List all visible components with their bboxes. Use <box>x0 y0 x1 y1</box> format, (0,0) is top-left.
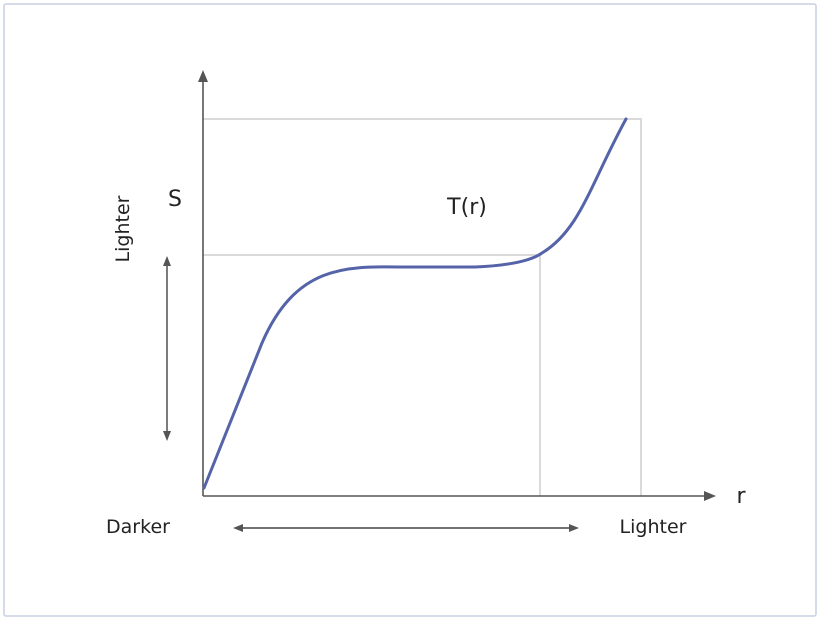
x-darker-label: Darker <box>106 516 170 538</box>
r-axis-label: r <box>736 484 746 509</box>
x-lighter-label: Lighter <box>620 516 687 538</box>
horizontal-range-arrowhead-left <box>233 524 243 532</box>
r-axis-arrowhead <box>704 491 716 501</box>
s-axis-arrowhead <box>198 70 208 82</box>
max-guide-line <box>203 118 642 496</box>
y-lighter-label: Lighter <box>112 195 134 262</box>
horizontal-range-arrowhead-right <box>569 524 579 532</box>
curve-label: T(r) <box>446 195 487 220</box>
frame-border <box>3 3 817 617</box>
vertical-range-arrowhead-top <box>163 256 171 266</box>
s-axis-label: S <box>168 187 182 212</box>
vertical-range-arrowhead-bottom <box>163 431 171 441</box>
transformation-curve <box>202 117 628 490</box>
